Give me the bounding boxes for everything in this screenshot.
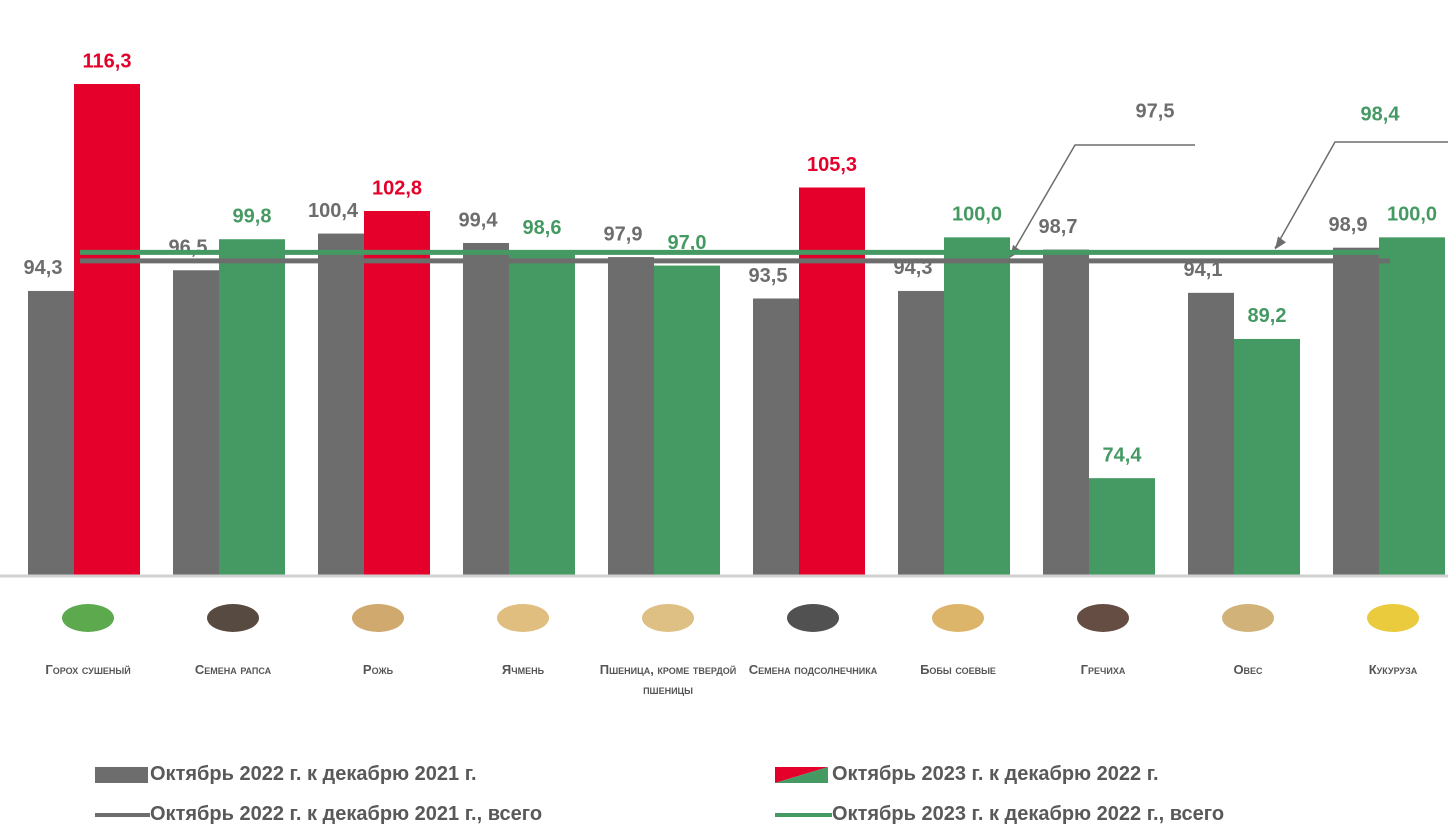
icon: [932, 604, 984, 632]
bar: [364, 210, 430, 576]
bar: [944, 237, 1010, 577]
callout: [1274, 141, 1448, 249]
value-label: 97,0: [668, 232, 707, 254]
bar: [509, 250, 575, 576]
value-label: 98,6: [523, 217, 562, 239]
value-label: 94,1: [1184, 259, 1223, 281]
icon: [1077, 604, 1129, 632]
value-label: 96,5: [169, 237, 208, 259]
category-label: Горох сушеный: [45, 662, 131, 677]
bar: [1379, 237, 1445, 577]
category-label: Ячмень: [501, 662, 545, 677]
icon: [1367, 604, 1419, 632]
legend-label: Октябрь 2022 г. к декабрю 2021 г.: [150, 763, 477, 785]
value-label: 98,7: [1039, 216, 1078, 238]
value-label: 116,3: [83, 50, 132, 72]
value-label: 97,9: [604, 223, 643, 245]
value-label: 102,8: [372, 177, 422, 199]
value-label: 94,3: [24, 257, 63, 279]
icon: [787, 604, 839, 632]
category-label: Кукуруза: [1368, 662, 1418, 677]
bar: [608, 257, 654, 576]
value-label: 99,4: [459, 209, 499, 231]
reference-label: 97,5: [1136, 100, 1175, 122]
value-label: 89,2: [1248, 305, 1287, 327]
bar: [1333, 247, 1379, 576]
legend-label: Октябрь 2023 г. к декабрю 2022 г., всего: [832, 803, 1225, 825]
reference-label: 98,4: [1361, 103, 1401, 125]
value-label: 105,3: [807, 154, 857, 176]
category-label: Семена подсолнечника: [748, 662, 878, 677]
category-label: Овес: [1233, 662, 1263, 677]
bar: [1089, 478, 1155, 576]
icon: [352, 604, 404, 632]
value-label: 100,0: [1387, 204, 1437, 226]
bar: [654, 265, 720, 576]
legend-swatch: [95, 767, 148, 783]
legend-label: Октябрь 2023 г. к декабрю 2022 г.: [832, 763, 1159, 785]
category-label: Семена рапса: [194, 662, 272, 677]
bar: [463, 242, 509, 576]
category-label: Гречиха: [1080, 662, 1126, 677]
bar: [753, 298, 799, 576]
category-label: Пшеница, кроме твердой пшеницы: [599, 662, 737, 697]
legend-label: Октябрь 2022 г. к декабрю 2021 г., всего: [150, 803, 543, 825]
category-label: Рожь: [362, 662, 394, 677]
legend-swatch: [775, 767, 828, 783]
bar: [1234, 338, 1300, 576]
value-label: 100,4: [308, 200, 359, 222]
category-label: Бобы соевые: [920, 662, 996, 677]
bar: [799, 187, 865, 577]
arrow-head: [1275, 236, 1286, 250]
value-label: 100,0: [952, 204, 1002, 226]
icon: [1222, 604, 1274, 632]
bar: [173, 270, 219, 576]
bar: [74, 83, 140, 577]
icon: [62, 604, 114, 632]
icon: [497, 604, 549, 632]
bar: [1188, 292, 1234, 576]
value-label: 93,5: [749, 265, 788, 287]
icon: [642, 604, 694, 632]
bar: [28, 290, 74, 576]
callout: [1009, 144, 1195, 258]
value-label: 99,8: [233, 205, 272, 227]
bar: [219, 239, 285, 576]
bar: [898, 290, 944, 576]
bar: [318, 233, 364, 576]
value-label: 74,4: [1103, 444, 1143, 466]
value-label: 98,9: [1329, 214, 1368, 236]
icon: [207, 604, 259, 632]
bar: [1043, 249, 1089, 576]
